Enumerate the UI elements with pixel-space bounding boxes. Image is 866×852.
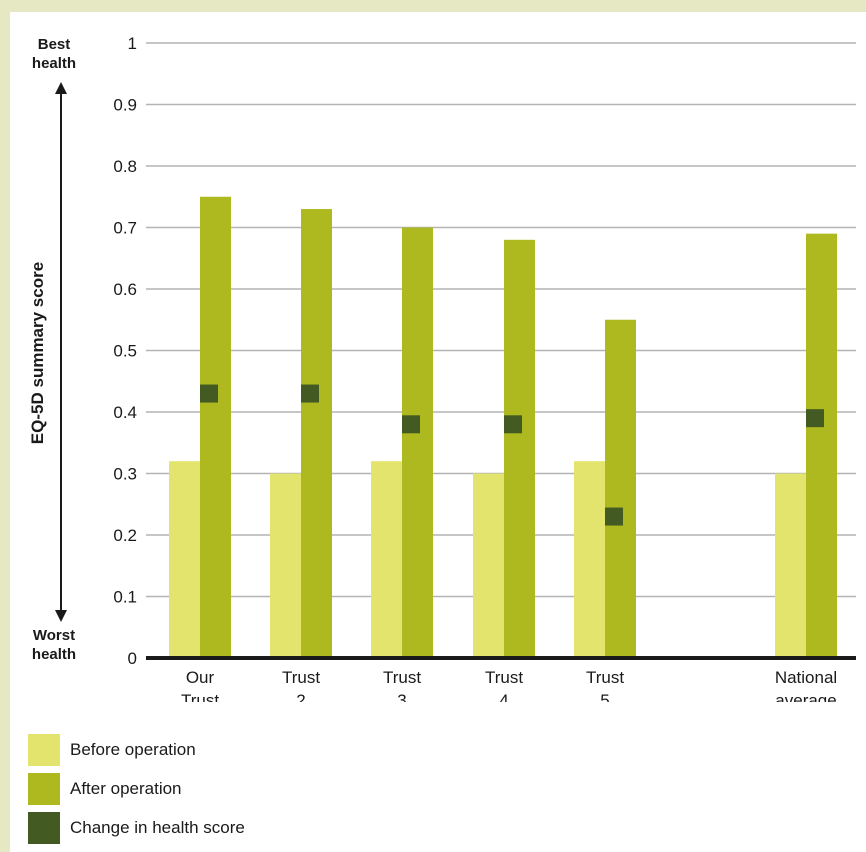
bar-before-operation — [775, 473, 806, 658]
change-marker — [605, 507, 623, 526]
y-tick-label: 0.5 — [113, 342, 137, 361]
x-category-label: Trust — [586, 668, 624, 687]
legend-item-before: Before operation — [28, 734, 196, 766]
y-tick-label: 0.3 — [113, 465, 137, 484]
bar-before-operation — [473, 473, 504, 658]
y-tick-label: 0.1 — [113, 588, 137, 607]
legend-item-after: After operation — [28, 773, 182, 805]
bar-before-operation — [270, 473, 301, 658]
change-marker — [301, 384, 319, 403]
best-label: Best — [38, 36, 71, 53]
health-scale-arrow — [55, 82, 67, 622]
x-category-label: Trust — [282, 668, 320, 687]
bar-after-operation — [806, 233, 837, 658]
health-label-top: health — [32, 55, 76, 72]
arrow-down-icon — [55, 610, 67, 622]
legend-swatch-before — [28, 734, 60, 766]
bar-before-operation — [169, 461, 200, 658]
legend-label-before: Before operation — [70, 740, 196, 759]
health-label-bottom: health — [32, 646, 76, 663]
y-tick-label: 0.2 — [113, 526, 137, 545]
change-marker — [504, 415, 522, 434]
x-category-label: average — [775, 691, 836, 702]
y-tick-labels: 0 0.1 0.2 0.3 0.4 0.5 0.6 0.7 0.8 0.9 1 — [113, 34, 137, 668]
x-category-label: 2 — [296, 691, 305, 702]
x-category-label: 5 — [600, 691, 609, 702]
bar-after-operation — [301, 209, 332, 659]
legend-item-change: Change in health score — [28, 812, 245, 844]
y-tick-label: 0.4 — [113, 403, 137, 422]
y-tick-label: 0 — [128, 649, 137, 668]
bar-after-operation — [200, 196, 231, 658]
y-tick-label: 0.6 — [113, 280, 137, 299]
x-category-labels: Our Trust Trust 2 Trust 3 Trust 4 Trust 5 National… — [181, 668, 837, 702]
x-category-label: Trust — [383, 668, 421, 687]
bars — [169, 196, 837, 659]
y-tick-label: 0.9 — [113, 96, 137, 115]
legend-label-after: After operation — [70, 779, 182, 798]
change-marker — [200, 384, 218, 403]
legend-label-change: Change in health score — [70, 818, 245, 837]
worst-label: Worst — [33, 627, 75, 644]
change-marker — [806, 409, 824, 428]
x-category-label: 3 — [397, 691, 406, 702]
bar-after-operation — [402, 227, 433, 658]
y-tick-label: 1 — [128, 34, 137, 53]
change-markers — [200, 384, 824, 526]
chart-panel: 0 0.1 0.2 0.3 0.4 0.5 0.6 0.7 0.8 0.9 1 Our Trust Tr… — [10, 12, 866, 852]
x-category-label: Our — [186, 668, 215, 687]
bar-after-operation — [605, 319, 636, 658]
y-tick-label: 0.7 — [113, 219, 137, 238]
y-axis-label: EQ-5D summary score — [28, 262, 47, 444]
arrow-up-icon — [55, 82, 67, 94]
legend-swatch-after — [28, 773, 60, 805]
y-tick-label: 0.8 — [113, 157, 137, 176]
x-category-label: National — [775, 668, 837, 687]
x-category-label: Trust — [485, 668, 523, 687]
gridlines — [146, 42, 856, 598]
x-category-label: 4 — [499, 691, 508, 702]
bar-before-operation — [574, 461, 605, 658]
x-category-label: Trust — [181, 691, 219, 702]
bar-after-operation — [504, 239, 535, 659]
legend-swatch-change — [28, 812, 60, 844]
bar-chart: 0 0.1 0.2 0.3 0.4 0.5 0.6 0.7 0.8 0.9 1 Our Trust Tr… — [28, 34, 856, 702]
bar-before-operation — [371, 461, 402, 658]
change-marker — [402, 415, 420, 434]
